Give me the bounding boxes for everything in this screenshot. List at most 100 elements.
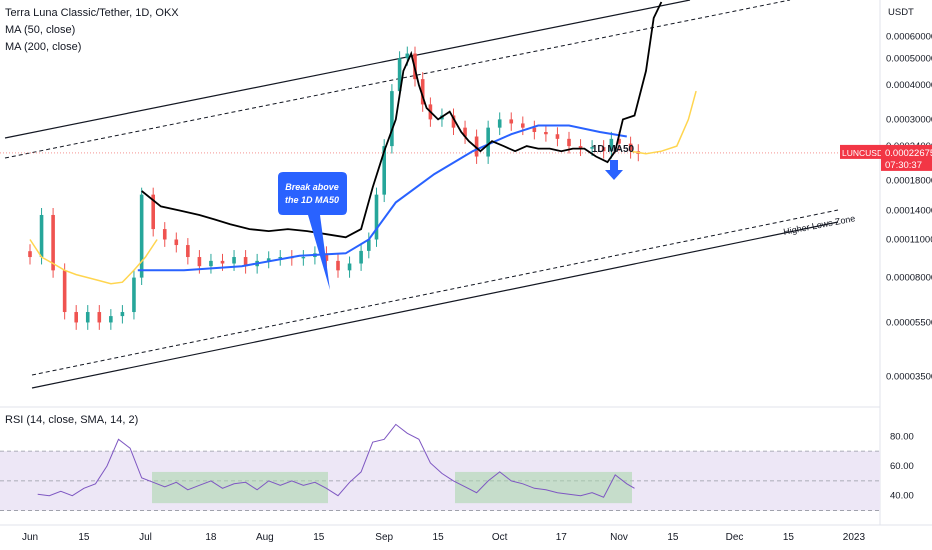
time-tick-label: 18: [205, 532, 217, 543]
candle-body: [497, 119, 502, 128]
rsi-consolidation-box-1: [152, 471, 328, 504]
candle-body: [186, 245, 190, 258]
candle-body: [209, 260, 213, 267]
candle-body: [397, 58, 402, 92]
candle-body: [336, 260, 340, 271]
channel-lower-line: [31, 221, 839, 389]
price-tag-countdown: 07:30:37: [885, 160, 922, 171]
legend-ma50: MA (50, close): [5, 24, 76, 36]
candle-body: [601, 147, 606, 152]
price-tick-label: 0.00018000: [886, 176, 932, 187]
rsi-tick-label: 80.00: [890, 431, 914, 442]
candle-body: [617, 138, 621, 144]
time-tick-label: 15: [783, 532, 795, 543]
ma50-line: [137, 124, 627, 272]
time-tick-label: 2023: [843, 532, 866, 543]
time-tick-label: 15: [433, 532, 445, 543]
time-tick-label: Oct: [492, 532, 508, 543]
candle-body: [139, 194, 144, 278]
ticker-tag-label: LUNCUSDT: [842, 148, 888, 158]
candle-body: [151, 194, 155, 230]
candle-body: [174, 239, 179, 246]
candle-body: [74, 312, 78, 323]
price-tick-label: 0.00050000: [886, 53, 932, 64]
ticker-tag: [840, 144, 881, 159]
time-tick-label: 17: [556, 532, 568, 543]
candle-body: [463, 127, 467, 137]
rsi-consolidation-box-2: [455, 471, 632, 504]
time-tick-label: Dec: [726, 532, 744, 543]
time-tick-label: 15: [78, 532, 90, 543]
down-arrow-icon: [605, 160, 623, 180]
candle-body: [62, 270, 67, 313]
candle-body: [162, 229, 167, 240]
candle-body: [367, 239, 371, 251]
candle-body: [109, 316, 113, 323]
candle-body: [243, 257, 248, 267]
channel-upper-dashed: [4, 0, 791, 159]
price-tag: [881, 144, 932, 171]
candle-body: [51, 214, 55, 271]
price-tick-label: 0.00014000: [886, 206, 932, 217]
candle-body: [486, 127, 490, 157]
candle-body: [85, 312, 90, 323]
rsi-line: [37, 423, 635, 498]
time-tick-label: Jun: [22, 532, 38, 543]
callout-line-1: Break above: [285, 182, 339, 192]
legend-ma200: MA (200, close): [5, 41, 82, 53]
candle-body: [578, 146, 583, 149]
candle-body: [590, 147, 594, 149]
rsi-tick-label: 60.00: [890, 461, 914, 472]
price-tick-label: 0.00008000: [886, 273, 932, 284]
candle-body: [521, 123, 525, 128]
candle-body: [628, 143, 633, 152]
price-tick-label: 0.00030000: [886, 114, 932, 125]
candle-body: [197, 257, 202, 267]
candle-body: [324, 253, 329, 261]
candle-body: [374, 194, 379, 240]
break-callout: Break above the 1D MA50: [278, 172, 347, 290]
price-tick-label: 0.00005500: [886, 317, 932, 328]
callout-bubble: [278, 172, 347, 290]
candle-body: [232, 257, 236, 264]
candle-body: [359, 250, 363, 264]
fractal-projection-line: [141, 1, 663, 239]
candle-body: [390, 91, 394, 147]
price-tick-label: 0.00040000: [886, 80, 932, 91]
candle-body: [220, 260, 225, 264]
candle-body: [382, 146, 386, 195]
candle-body: [97, 312, 102, 323]
rsi-tick-label: 40.00: [890, 491, 914, 502]
callout-line-2: the 1D MA50: [285, 195, 339, 205]
time-tick-label: Aug: [256, 532, 274, 543]
candle-body: [544, 132, 548, 135]
candle-body: [120, 312, 125, 317]
time-tick-label: Jul: [139, 532, 152, 543]
ma200-projection-early: [29, 239, 158, 285]
rsi-band: [0, 451, 880, 511]
price-tick-label: 0.00060000: [886, 31, 932, 42]
candle-body: [347, 263, 352, 271]
candle-body: [567, 138, 571, 147]
candle-body: [132, 277, 136, 313]
candle-body: [266, 258, 271, 261]
price-unit-label: USDT: [888, 7, 914, 18]
candle-body: [532, 127, 537, 133]
candle-body: [451, 115, 456, 128]
time-tick-label: 15: [667, 532, 679, 543]
channel-upper-line: [4, 0, 691, 139]
ma50-annotation-label: 1D MA50: [592, 144, 635, 155]
candle-body: [301, 257, 306, 259]
price-tick-label: 0.00003500: [886, 372, 932, 383]
time-tick-label: 15: [313, 532, 325, 543]
candle-body: [474, 136, 479, 157]
legend-rsi: RSI (14, close, SMA, 14, 2): [5, 414, 139, 426]
price-tag-value: 0.00022675: [885, 148, 932, 159]
candle-body: [278, 257, 283, 259]
candle-body: [39, 214, 44, 258]
candle-body: [420, 79, 425, 105]
time-tick-label: Nov: [610, 532, 628, 543]
legend-title: Terra Luna Classic/Tether, 1D, OKX: [5, 7, 179, 19]
price-tick-label: 0.00011000: [886, 234, 932, 245]
